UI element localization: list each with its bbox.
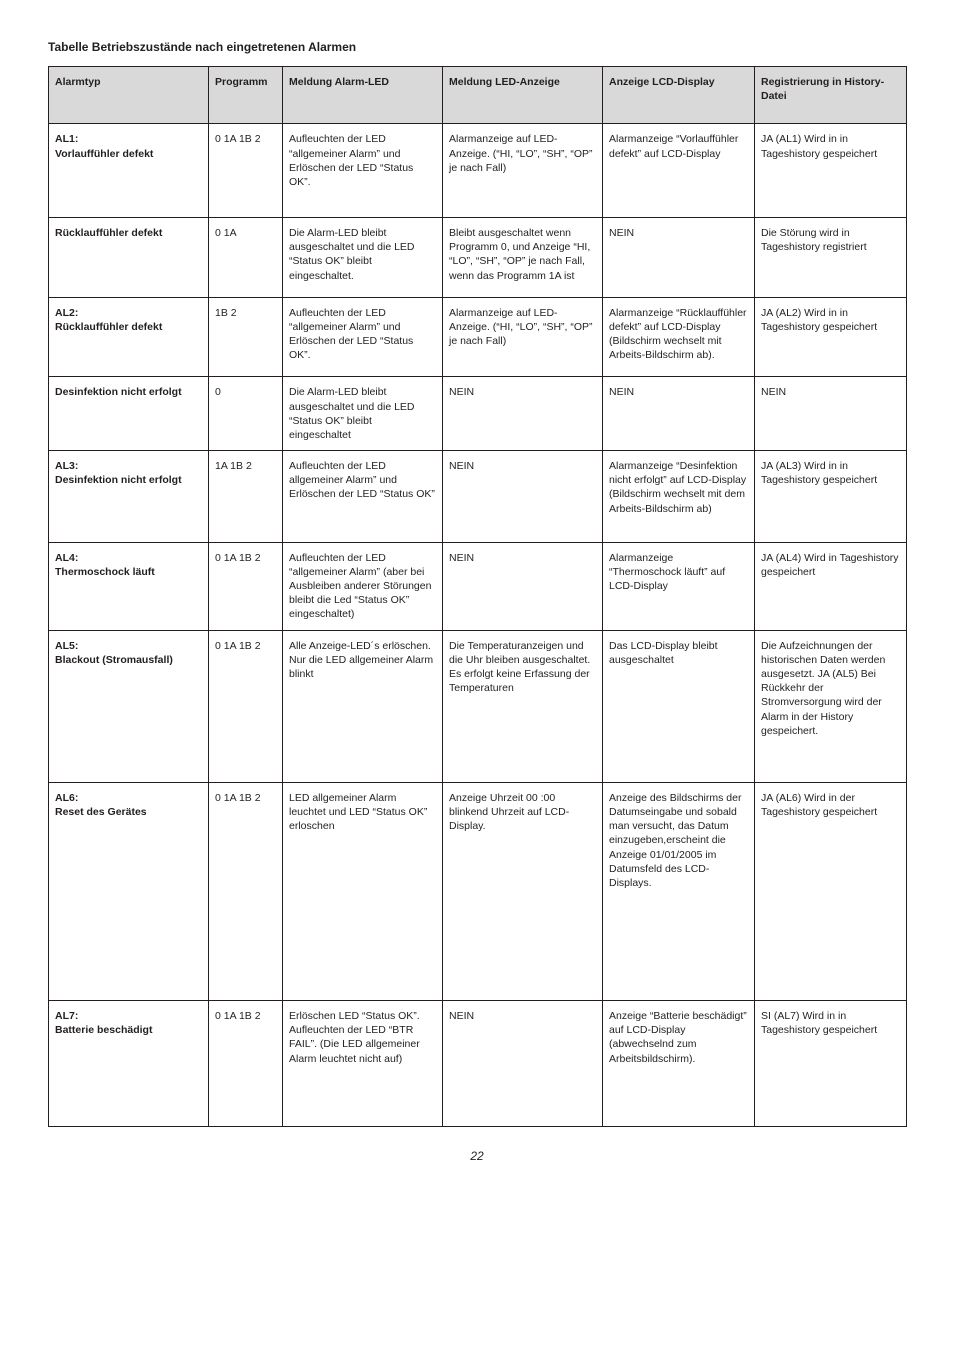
table-cell: NEIN [603,377,755,451]
table-cell: Aufleuchten der LED “allgemeiner Alarm” … [283,297,443,377]
table-cell: NEIN [443,542,603,630]
table-cell: Alarmanzeige auf LED-Anzeige. (“HI, “LO”… [443,124,603,218]
table-cell: 0 1A 1B 2 [209,124,283,218]
table-cell: AL3:Desinfektion nicht erfolgt [49,451,209,543]
table-cell: NEIN [443,1001,603,1127]
table-header-row: Alarmtyp Programm Meldung Alarm-LED Meld… [49,67,907,124]
table-cell: AL6:Reset des Gerätes [49,782,209,1000]
table-cell: Aufleuchten der LED allgemeiner Alarm” u… [283,451,443,543]
table-row: AL4:Thermoschock läuft0 1A 1B 2Aufleucht… [49,542,907,630]
table-cell: Rücklauffühler defekt [49,218,209,298]
table-cell: NEIN [755,377,907,451]
table-row: AL5:Blackout (Stromausfall)0 1A 1B 2Alle… [49,630,907,782]
table-cell: AL1:Vorlauffühler defekt [49,124,209,218]
table-cell: JA (AL4) Wird in Tageshistory gespeicher… [755,542,907,630]
table-cell: 0 1A 1B 2 [209,542,283,630]
table-cell: 0 [209,377,283,451]
table-cell: AL2:Rücklauffühler defekt [49,297,209,377]
table-cell: Desinfektion nicht erfolgt [49,377,209,451]
col-header-meldung-alarm-led: Meldung Alarm-LED [283,67,443,124]
table-row: AL6:Reset des Gerätes0 1A 1B 2LED allgem… [49,782,907,1000]
table-body: AL1:Vorlauffühler defekt0 1A 1B 2Aufleuc… [49,124,907,1126]
page-title: Tabelle Betriebszustände nach eingetrete… [48,40,906,54]
col-header-meldung-led-anzeige: Meldung LED-Anzeige [443,67,603,124]
table-cell: NEIN [443,451,603,543]
table-row: AL3:Desinfektion nicht erfolgt1A 1B 2Auf… [49,451,907,543]
table-cell: Erlöschen LED “Status OK”. Aufleuchten d… [283,1001,443,1127]
table-cell: Aufleuchten der LED “allgemeiner Alarm” … [283,124,443,218]
table-row: AL1:Vorlauffühler defekt0 1A 1B 2Aufleuc… [49,124,907,218]
table-cell: Anzeige des Bildschirms der Datumseingab… [603,782,755,1000]
table-cell: Anzeige Uhrzeit 00 :00 blinkend Uhrzeit … [443,782,603,1000]
table-row: Rücklauffühler defekt0 1ADie Alarm-LED b… [49,218,907,298]
table-cell: LED allgemeiner Alarm leuchtet und LED “… [283,782,443,1000]
table-cell: JA (AL1) Wird in in Tageshistory gespeic… [755,124,907,218]
table-cell: JA (AL6) Wird in der Tageshistory gespei… [755,782,907,1000]
table-row: Desinfektion nicht erfolgt0Die Alarm-LED… [49,377,907,451]
table-cell: Die Temperaturanzeigen und die Uhr bleib… [443,630,603,782]
table-cell: SI (AL7) Wird in in Tageshistory gespeic… [755,1001,907,1127]
col-header-registrierung: Registrierung in History-Datei [755,67,907,124]
table-cell: AL4:Thermoschock läuft [49,542,209,630]
col-header-anzeige-lcd: Anzeige LCD-Display [603,67,755,124]
table-cell: 0 1A 1B 2 [209,1001,283,1127]
table-cell: JA (AL2) Wird in in Tageshistory gespeic… [755,297,907,377]
page-number: 22 [48,1149,906,1163]
table-cell: Alle Anzeige-LED´s erlöschen. Nur die LE… [283,630,443,782]
table-cell: Die Aufzeichnungen der historischen Date… [755,630,907,782]
table-cell: Alarmanzeige “Thermoschock läuft” auf LC… [603,542,755,630]
table-cell: Die Alarm-LED bleibt ausgeschaltet und d… [283,377,443,451]
table-cell: AL5:Blackout (Stromausfall) [49,630,209,782]
table-row: AL7:Batterie beschädigt0 1A 1B 2Erlösche… [49,1001,907,1127]
table-cell: Alarmanzeige auf LED-Anzeige. (“HI, “LO”… [443,297,603,377]
table-cell: Alarmanzeige “Rücklauffühler defekt” auf… [603,297,755,377]
table-row: AL2:Rücklauffühler defekt1B 2Aufleuchten… [49,297,907,377]
table-cell: Alarmanzeige “Desinfektion nicht erfolgt… [603,451,755,543]
table-cell: NEIN [603,218,755,298]
table-cell: NEIN [443,377,603,451]
table-cell: Das LCD-Display bleibt ausgeschaltet [603,630,755,782]
table-cell: 1B 2 [209,297,283,377]
table-cell: 0 1A 1B 2 [209,630,283,782]
table-cell: AL7:Batterie beschädigt [49,1001,209,1127]
table-cell: JA (AL3) Wird in in Tageshistory gespeic… [755,451,907,543]
col-header-alarmtyp: Alarmtyp [49,67,209,124]
table-cell: Aufleuchten der LED “allgemeiner Alarm” … [283,542,443,630]
table-cell: Anzeige “Batterie beschädigt” auf LCD-Di… [603,1001,755,1127]
alarm-table: Alarmtyp Programm Meldung Alarm-LED Meld… [48,66,907,1127]
table-cell: Die Alarm-LED bleibt ausgeschaltet und d… [283,218,443,298]
table-cell: Alarmanzeige “Vorlauffühler defekt” auf … [603,124,755,218]
table-cell: Bleibt ausgeschaltet wenn Programm 0, un… [443,218,603,298]
table-cell: 0 1A 1B 2 [209,782,283,1000]
col-header-programm: Programm [209,67,283,124]
table-cell: 1A 1B 2 [209,451,283,543]
table-cell: Die Störung wird in Tageshistory registr… [755,218,907,298]
table-cell: 0 1A [209,218,283,298]
